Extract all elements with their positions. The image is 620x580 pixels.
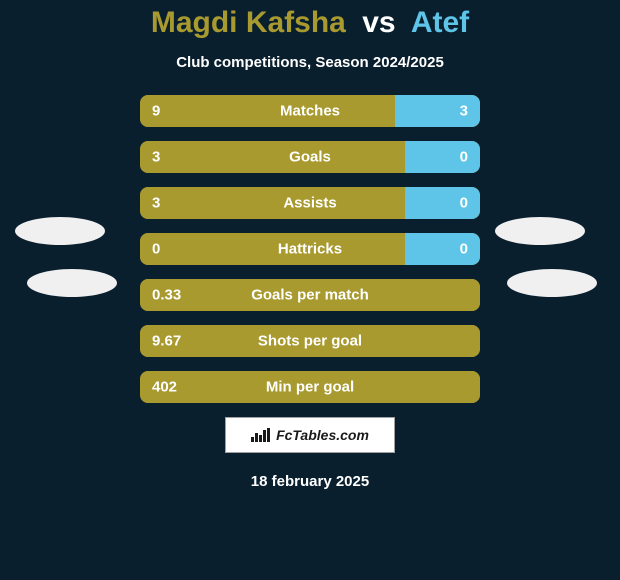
chart-icon	[251, 428, 270, 442]
title: Magdi Kafsha vs Atef	[0, 6, 620, 40]
stat-row: 9.67Shots per goal	[140, 325, 480, 357]
stat-rows: 9Matches33Goals03Assists00Hattricks00.33…	[0, 95, 620, 403]
brand-text: FcTables.com	[276, 427, 369, 443]
player2-name: Atef	[411, 6, 469, 39]
stat-row: 3Assists0	[140, 187, 480, 219]
stats-area: 9Matches33Goals03Assists00Hattricks00.33…	[0, 95, 620, 403]
comparison-infographic: Magdi Kafsha vs Atef Club competitions, …	[0, 0, 620, 580]
stat-label: Min per goal	[140, 379, 480, 396]
date: 18 february 2025	[0, 473, 620, 490]
player1-photo-placeholder	[15, 217, 105, 245]
player2-photo-placeholder	[495, 217, 585, 245]
player2-club-placeholder	[507, 269, 597, 297]
stat-label: Shots per goal	[140, 333, 480, 350]
stat-label: Assists	[140, 195, 480, 212]
stat-label: Goals	[140, 149, 480, 166]
stat-label: Matches	[140, 103, 480, 120]
stat-row: 402Min per goal	[140, 371, 480, 403]
stat-value-right: 3	[460, 103, 468, 120]
brand-badge: FcTables.com	[225, 417, 395, 453]
stat-label: Hattricks	[140, 241, 480, 258]
subtitle: Club competitions, Season 2024/2025	[0, 54, 620, 71]
stat-row: 0Hattricks0	[140, 233, 480, 265]
stat-row: 0.33Goals per match	[140, 279, 480, 311]
vs-separator: vs	[362, 6, 395, 39]
stat-value-right: 0	[460, 195, 468, 212]
stat-value-right: 0	[460, 149, 468, 166]
stat-row: 9Matches3	[140, 95, 480, 127]
stat-label: Goals per match	[140, 287, 480, 304]
player1-club-placeholder	[27, 269, 117, 297]
player1-name: Magdi Kafsha	[151, 6, 346, 39]
stat-row: 3Goals0	[140, 141, 480, 173]
stat-value-right: 0	[460, 241, 468, 258]
